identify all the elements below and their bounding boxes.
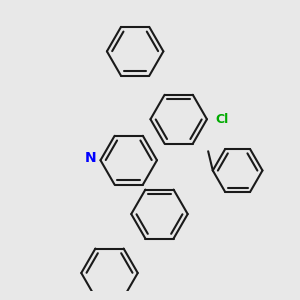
Text: Cl: Cl [216,113,229,126]
Text: N: N [85,151,96,165]
